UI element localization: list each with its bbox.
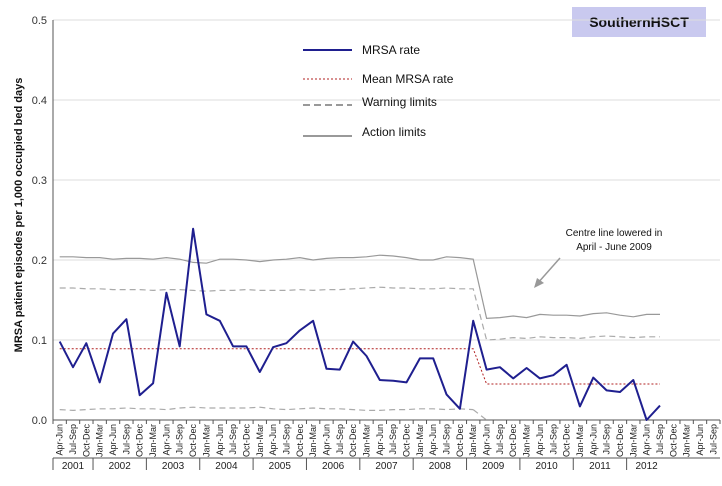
- x-tick-label: Jan-Mar: [415, 424, 425, 457]
- x-tick-label: Jul-Sep: [121, 424, 131, 455]
- year-label: 2011: [589, 461, 611, 472]
- annotation-arrowhead: [534, 278, 544, 288]
- year-label: 2012: [636, 461, 659, 472]
- x-tick-label: Jan-Mar: [468, 424, 478, 457]
- legend-label-warning-limits: Warning limits: [362, 95, 437, 109]
- x-tick-label: Oct-Dec: [668, 424, 678, 458]
- legend-label-mean-rate: Mean MRSA rate: [362, 72, 454, 86]
- x-tick-label: Oct-Dec: [348, 424, 358, 458]
- x-tick-label: Jul-Sep: [228, 424, 238, 455]
- legend-label-mrsa-rate: MRSA rate: [362, 43, 420, 57]
- x-tick-label: Jul-Sep: [602, 424, 612, 455]
- year-label: 2010: [535, 461, 558, 472]
- x-tick-label: Jan-Mar: [628, 424, 638, 457]
- x-tick-label: Apr-Jun: [321, 424, 331, 456]
- x-tick-label: Jan-Mar: [148, 424, 158, 457]
- y-grid: [53, 19, 720, 341]
- x-tick-label: Jul-Sep: [281, 424, 291, 455]
- x-tick-label: Oct-Dec: [615, 424, 625, 458]
- annotation-line-1: Centre line lowered in: [566, 228, 663, 239]
- x-tick-label: Jul-Sep: [388, 424, 398, 455]
- x-tick-label: Jul-Sep: [335, 424, 345, 455]
- centre-line-annotation: Centre line lowered in April - June 2009: [534, 228, 662, 288]
- year-label: 2003: [162, 461, 185, 472]
- x-tick-label: Apr-Jun: [428, 424, 438, 456]
- x-tick-label: Jan-Mar: [255, 424, 265, 457]
- y-tick-label: 0.5: [32, 15, 47, 27]
- year-label: 2006: [322, 461, 345, 472]
- legend: MRSA rate Mean MRSA rate Warning limits …: [303, 43, 454, 139]
- x-tick-label: Oct-Dec: [188, 424, 198, 458]
- x-tick-label: Jul-Sep: [175, 424, 185, 455]
- year-label: 2005: [269, 461, 292, 472]
- warning-limit-lower: [59, 406, 474, 412]
- action-limit-upper: [59, 254, 660, 320]
- x-tick-label: Oct-Dec: [562, 424, 572, 458]
- year-label: 2007: [375, 461, 398, 472]
- y-tick-label: 0.2: [32, 255, 47, 267]
- mrsa-rate-line: [58, 227, 661, 421]
- control-limits: [59, 254, 660, 421]
- year-label: 2009: [482, 461, 505, 472]
- x-tick-label: Oct-Dec: [135, 424, 145, 458]
- x-tick-label: Apr-Jun: [268, 424, 278, 456]
- annotation-line-2: April - June 2009: [576, 242, 652, 253]
- x-tick-label: Apr-Jun: [161, 424, 171, 456]
- legend-label-action-limits: Action limits: [362, 125, 426, 139]
- x-tick-label: Jan-Mar: [361, 424, 371, 457]
- year-label: 2004: [215, 461, 238, 472]
- x-tick-label: Jan-Mar: [95, 424, 105, 457]
- x-tick-label: Apr-Jun: [55, 424, 65, 456]
- y-tick-label: 0.1: [32, 335, 47, 347]
- x-tick-label: Apr-Jun: [535, 424, 545, 456]
- x-tick-label: Oct-Dec: [241, 424, 251, 458]
- x-tick-label: Jul-Sep: [495, 424, 505, 455]
- year-labels: 2001 2002 2003 2004 2005 2006 2007 2008 2009 2010…: [62, 461, 658, 472]
- x-tick-label: Jul-Sep: [442, 424, 452, 455]
- x-tick-label: Jul-Sep: [548, 424, 558, 455]
- x-tick-label: Jul-Sep: [655, 424, 665, 455]
- x-tick-label: Apr-Jun: [375, 424, 385, 456]
- x-tick-label: Oct-Dec: [81, 424, 91, 458]
- axes: [52, 20, 721, 470]
- year-label: 2001: [62, 461, 85, 472]
- year-label: 2002: [109, 461, 132, 472]
- x-tick-label: Apr-Jun: [482, 424, 492, 456]
- y-axis-label: MRSA patient episodes per 1,000 occupied…: [13, 78, 25, 353]
- x-tick-label: Oct-Dec: [295, 424, 305, 458]
- x-tick-label: Jan-Mar: [308, 424, 318, 457]
- x-tick-label: Apr-Jun: [108, 424, 118, 456]
- series-lines: [58, 227, 661, 421]
- annotation-arrow: [536, 257, 561, 285]
- mean-mrsa-rate-line: [59, 348, 660, 385]
- x-tick-label: Apr-Jun: [215, 424, 225, 456]
- y-tick-label: 0.0: [32, 415, 47, 427]
- trust-badge: SouthernHSCT: [572, 7, 706, 37]
- warning-limit-upper: [59, 286, 660, 341]
- x-tick-label: Apr-Jun: [695, 424, 705, 456]
- x-tick-label: Apr-Jun: [642, 424, 652, 456]
- x-tick-label: Jan-Mar: [201, 424, 211, 457]
- x-tick-label: Jan-Mar: [522, 424, 532, 457]
- x-tick-label: Jan-Mar: [682, 424, 692, 457]
- x-tick-label: Jan-Mar: [575, 424, 585, 457]
- x-tick-label: Oct-Dec: [508, 424, 518, 458]
- x-tick-label: Jul-Sep: [68, 424, 78, 455]
- warning-limit-lower-drop: [472, 409, 487, 421]
- year-label: 2008: [429, 461, 452, 472]
- x-tick-label: Jul-Sep: [708, 424, 718, 455]
- y-tick-label: 0.3: [32, 175, 47, 187]
- y-tick-label: 0.4: [32, 95, 47, 107]
- y-tick-labels: 0.0 0.1 0.2 0.3 0.4 0.5: [32, 15, 47, 427]
- x-tick-labels: Apr-Jun Jul-Sep Oct-Dec Jan-Mar Apr-Jun Jul-S…: [55, 424, 719, 458]
- x-tick-label: Apr-Jun: [588, 424, 598, 456]
- x-tick-label: Oct-Dec: [455, 424, 465, 458]
- x-tick-label: Oct-Dec: [402, 424, 412, 458]
